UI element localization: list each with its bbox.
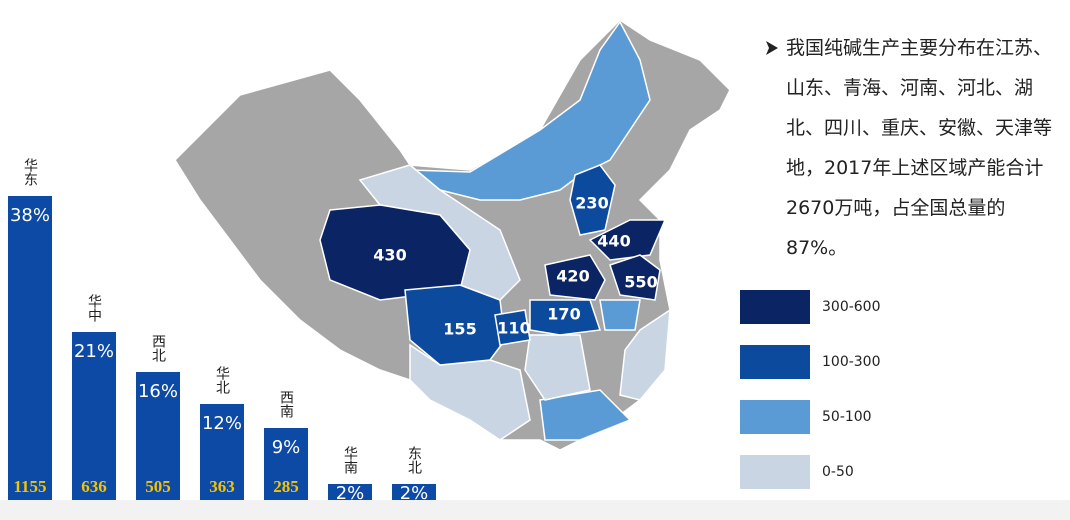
capacity-label: 636 [81,477,107,496]
bar-value-label: 2% [400,483,429,504]
region-label: 110 [497,319,530,338]
bar-value-label: 2% [336,483,365,504]
map-region-pale [619,308,671,401]
capacity-label: 1155 [13,477,46,496]
map-region [544,254,606,301]
legend-swatch [740,290,810,324]
region-label: 440 [597,232,630,251]
bar [392,484,436,500]
legend-label: 50-100 [822,409,872,425]
arrow-marker [766,41,778,55]
map-region [529,299,602,336]
bar [200,404,244,500]
region-label: 420 [556,267,589,286]
map-region [404,284,506,366]
bar [72,332,116,500]
summary-text: 我国纯碱生产主要分布在江苏、山东、青海、河南、河北、湖北、四川、重庆、安徽、天津… [786,37,1053,259]
map-region [609,254,661,301]
legend-swatch [740,455,810,489]
map-region-light [539,389,632,441]
region-label: 430 [373,246,406,265]
category-label: 华东 [22,158,38,186]
bar-value-label: 9% [272,437,301,458]
category-label: 西北 [150,334,166,363]
legend-label: 100-300 [822,354,881,370]
region-label: 550 [624,273,657,292]
footer-strip [0,500,1070,520]
bar-value-label: 16% [138,381,178,402]
map-region-light [599,299,641,331]
bar-value-label: 38% [10,205,50,226]
legend-swatch [740,345,810,379]
bar [8,196,52,500]
region-label: 155 [443,320,476,339]
bar [328,484,372,500]
category-label: 华北 [214,366,230,395]
region-label: 230 [575,194,608,213]
capacity-label: 363 [209,477,235,496]
legend-label: 0-50 [822,464,854,480]
bar [136,372,180,500]
category-label: 西南 [278,390,294,418]
region-label: 170 [547,305,580,324]
capacity-label: 505 [145,477,171,496]
bar-value-label: 21% [74,341,114,362]
map-region [588,219,667,261]
category-label: 华南 [342,446,358,474]
category-label: 华中 [86,294,102,322]
bar-value-label: 12% [202,413,242,434]
capacity-label: 285 [273,477,299,496]
legend-label: 300-600 [822,299,881,315]
map-region [569,164,616,236]
category-label: 东北 [406,446,422,475]
legend-swatch [740,400,810,434]
map-region [494,309,531,346]
map-region-light [407,20,651,201]
bar [264,428,308,500]
map-region-pale [524,334,591,401]
